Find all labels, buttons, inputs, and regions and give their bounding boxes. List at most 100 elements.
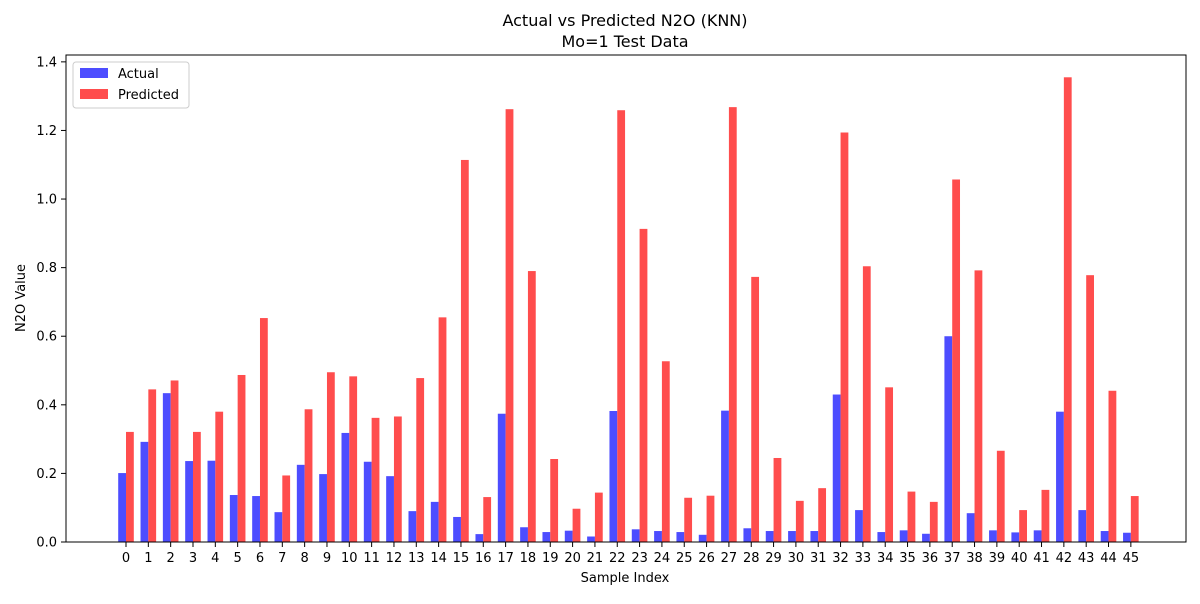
- bar-predicted-0: [126, 431, 134, 542]
- bar-predicted-39: [996, 450, 1005, 542]
- x-tick-label: 7: [278, 551, 286, 566]
- bar-predicted-7: [282, 475, 291, 542]
- bar-predicted-14: [438, 317, 447, 542]
- bar-actual-12: [386, 476, 394, 542]
- x-tick-label: 25: [676, 551, 693, 566]
- x-tick-label: 8: [300, 551, 308, 566]
- bar-actual-43: [1078, 510, 1087, 542]
- bar-actual-35: [899, 530, 908, 542]
- bar-predicted-28: [751, 276, 760, 542]
- x-tick-label: 17: [497, 551, 514, 566]
- x-tick-label: 29: [765, 551, 782, 566]
- x-tick-label: 28: [743, 551, 760, 566]
- x-tick-label: 15: [453, 551, 470, 566]
- bar-predicted-23: [639, 228, 648, 542]
- bar-predicted-41: [1041, 489, 1050, 542]
- bar-predicted-8: [304, 409, 313, 542]
- x-tick-label: 43: [1078, 551, 1095, 566]
- bar-actual-20: [564, 530, 573, 542]
- bar-actual-41: [1033, 530, 1042, 542]
- y-axis: 0.0 0.2 0.4 0.6 0.8 1.0 1.2 1.4: [36, 55, 66, 551]
- bar-predicted-22: [617, 110, 626, 542]
- bar-predicted-42: [1063, 77, 1072, 542]
- y-tick-label: 0.6: [36, 330, 57, 345]
- x-tick-label: 44: [1100, 551, 1117, 566]
- bar-predicted-11: [371, 417, 380, 542]
- bar-actual-3: [185, 461, 193, 542]
- x-tick-label: 36: [922, 551, 939, 566]
- x-tick-label: 3: [189, 551, 197, 566]
- bar-actual-32: [832, 394, 841, 542]
- bar-predicted-5: [237, 374, 246, 542]
- legend-swatch-predicted: [80, 89, 108, 99]
- bar-predicted-27: [728, 107, 737, 542]
- bar-actual-38: [966, 513, 975, 542]
- x-tick-label: 12: [386, 551, 403, 566]
- y-tick-label: 0.8: [36, 261, 57, 276]
- bar-actual-15: [453, 516, 461, 542]
- x-tick-label: 13: [408, 551, 425, 566]
- bar-predicted-1: [148, 389, 157, 542]
- x-axis-label: Sample Index: [581, 571, 670, 586]
- bar-actual-14: [430, 501, 439, 542]
- bar-predicted-30: [795, 500, 804, 542]
- bar-actual-0: [118, 473, 126, 542]
- bar-predicted-20: [572, 508, 581, 542]
- x-tick-label: 0: [122, 551, 130, 566]
- chart-subtitle: Mo=1 Test Data: [561, 32, 688, 51]
- x-tick-label: 33: [855, 551, 872, 566]
- bar-predicted-36: [929, 501, 938, 542]
- x-tick-label: 21: [587, 551, 604, 566]
- plot-frame: [65, 54, 1187, 543]
- bar-actual-37: [944, 336, 953, 542]
- bar-actual-1: [140, 441, 149, 542]
- bar-actual-34: [877, 532, 886, 542]
- bar-predicted-44: [1108, 390, 1117, 542]
- x-tick-label: 34: [877, 551, 894, 566]
- bar-actual-18: [520, 527, 528, 542]
- x-tick-label: 9: [323, 551, 331, 566]
- x-tick-label: 2: [167, 551, 175, 566]
- bar-predicted-38: [974, 270, 983, 542]
- x-axis: 0 1 2 3 4 5 6 7 8 9 10 11 12 13 14 15 16 17 18 19 20 21 22 23 24…: [122, 542, 1139, 566]
- x-tick-label: 19: [542, 551, 559, 566]
- bar-predicted-16: [483, 497, 492, 542]
- bar-predicted-37: [952, 179, 961, 543]
- bar-actual-11: [363, 461, 372, 542]
- x-tick-label: 26: [698, 551, 715, 566]
- x-tick-label: 6: [256, 551, 264, 566]
- bar-actual-13: [408, 511, 417, 542]
- bar-actual-17: [497, 413, 506, 542]
- bar-actual-23: [631, 529, 640, 542]
- bar-actual-22: [609, 410, 618, 542]
- bar-actual-27: [721, 410, 729, 542]
- x-tick-label: 11: [363, 551, 380, 566]
- x-tick-label: 27: [721, 551, 738, 566]
- bar-actual-31: [810, 531, 819, 542]
- bar-actual-33: [855, 510, 863, 542]
- bar-predicted-6: [259, 318, 268, 542]
- x-tick-label: 24: [654, 551, 671, 566]
- bar-actual-9: [319, 474, 327, 542]
- bar-actual-45: [1123, 532, 1131, 542]
- bar-predicted-15: [460, 159, 469, 542]
- bar-predicted-26: [706, 495, 715, 542]
- x-tick-label: 18: [520, 551, 537, 566]
- x-tick-label: 40: [1011, 551, 1028, 566]
- bar-actual-8: [296, 464, 305, 542]
- bar-actual-25: [676, 532, 685, 542]
- bar-actual-29: [765, 531, 774, 542]
- bar-actual-26: [698, 534, 707, 542]
- bar-predicted-43: [1086, 275, 1094, 542]
- y-tick-label: 0.0: [36, 536, 57, 551]
- legend-label-predicted: Predicted: [118, 88, 179, 103]
- bar-predicted-29: [773, 457, 782, 542]
- x-tick-label: 10: [341, 551, 358, 566]
- bar-actual-42: [1056, 411, 1064, 542]
- bar-actual-30: [788, 531, 796, 542]
- y-tick-label: 1.4: [36, 55, 57, 70]
- bar-predicted-25: [684, 497, 693, 542]
- bar-predicted-45: [1130, 496, 1139, 542]
